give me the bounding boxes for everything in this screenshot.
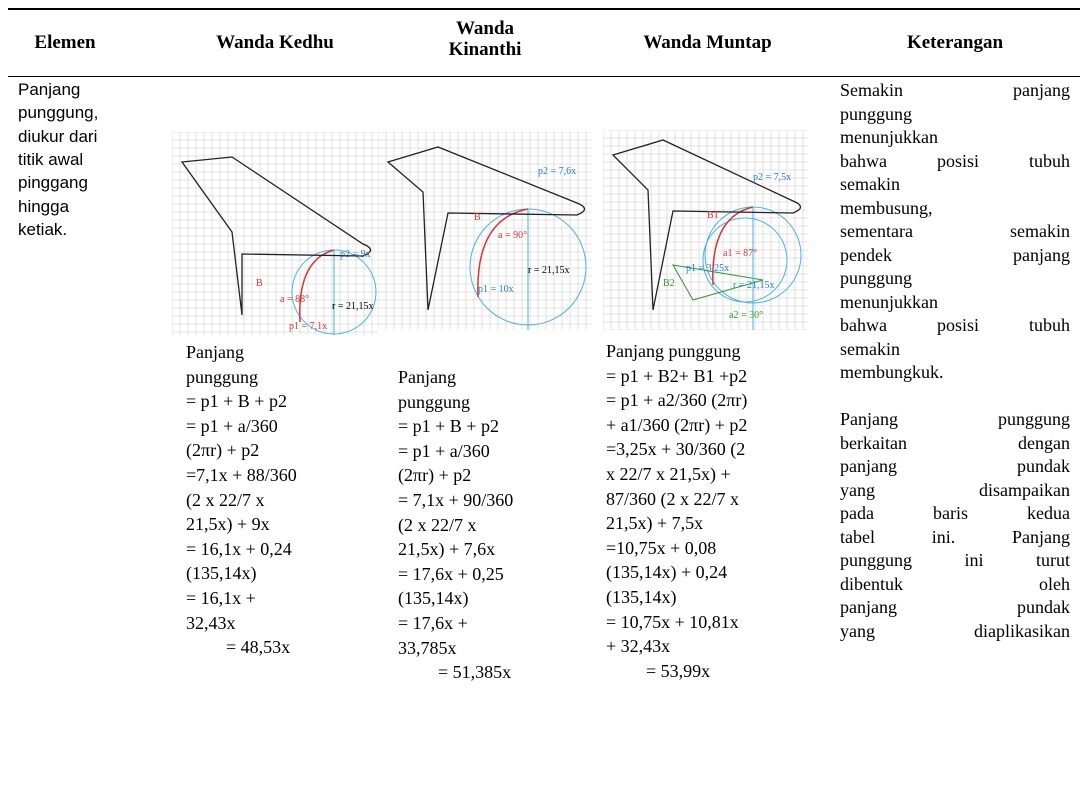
diagram-label: B2 [663, 278, 675, 289]
column-header: Keterangan [835, 32, 1075, 53]
formula-line: = p1 + a/360 [186, 416, 278, 437]
description-line: menunjukkan [840, 127, 1070, 148]
element-text: ketiak. [18, 220, 67, 240]
formula-line: = p1 + B + p2 [398, 416, 499, 437]
description-line: yang diaplikasikan [840, 621, 1070, 642]
diagram-label: r = 21,15x [332, 301, 373, 312]
element-text: hingga [18, 197, 69, 217]
description-line: Panjang punggung [840, 409, 1070, 430]
element-text: pinggang [18, 173, 88, 193]
formula-line: (2 x 22/7 x [398, 515, 477, 536]
formula-line: 33,785x [398, 638, 457, 659]
formula-line: (135,14x) + 0,24 [606, 562, 727, 583]
formula-line: = 10,75x + 10,81x [606, 612, 739, 633]
column-header: Wanda Kedhu [175, 32, 375, 53]
description-line: panjang pundak [840, 597, 1070, 618]
formula-line: = p1 + B2+ B1 +p2 [606, 366, 747, 387]
formula-line: =3,25x + 30/360 (2 [606, 439, 745, 460]
diagram-label: B [474, 212, 481, 223]
diagram-label: r = 21,15x [733, 280, 774, 291]
description-line: punggung ini turut [840, 550, 1070, 571]
diagram-label: a2 = 30° [729, 310, 763, 321]
formula-line: = 16,1x + 0,24 [186, 539, 292, 560]
formula-line: = p1 + a2/360 (2πr) [606, 390, 747, 411]
formula-line: =10,75x + 0,08 [606, 538, 716, 559]
description-line: bahwa posisi tubuh [840, 151, 1070, 172]
formula-line: (135,14x) [398, 588, 469, 609]
description-line: berkaitan dengan [840, 433, 1070, 454]
description-line: punggung [840, 104, 1070, 125]
diagram-label: a1 = 87° [723, 248, 757, 259]
formula-line: = 48,53x [226, 637, 290, 658]
formula-line: Panjang [398, 367, 456, 388]
description-line: membusung, [840, 198, 1070, 219]
diagram-label: r = 21,15x [528, 265, 569, 276]
description-line: dibentuk oleh [840, 574, 1070, 595]
diagram-label: a = 88° [280, 294, 309, 305]
diagram-label: B1 [707, 210, 719, 221]
formula-line: Panjang punggung [606, 341, 741, 362]
formula-line: = p1 + B + p2 [186, 391, 287, 412]
formula-line: = 53,99x [646, 661, 710, 682]
description-line: bahwa posisi tubuh [840, 315, 1070, 336]
page: Elemen Wanda Kedhu Wanda Kinanthi Wanda Mun… [0, 0, 1080, 808]
element-text: titik awal [18, 150, 83, 170]
description-line: pada baris kedua [840, 503, 1070, 524]
formula-line: + a1/360 (2πr) + p2 [606, 415, 747, 436]
diagram-label: p2 = 9x [340, 249, 371, 260]
description-line: semakin [840, 174, 1070, 195]
diagram-label: B [256, 278, 263, 289]
formula-line: x 22/7 x 21,5x) + [606, 464, 731, 485]
formula-line: (2 x 22/7 x [186, 490, 265, 511]
formula-line: = 51,385x [438, 662, 511, 683]
header-rule [8, 76, 1080, 77]
formula-line: punggung [186, 367, 258, 388]
description-line: pendek panjang [840, 245, 1070, 266]
description-line: sementara semakin [840, 221, 1070, 242]
diagram: p2 = 9x Ba = 88° r = 21,15x p1 = 7,1x [172, 132, 378, 335]
formula-line: punggung [398, 392, 470, 413]
description-line: tabel ini. Panjang [840, 527, 1070, 548]
element-text: diukur dari [18, 127, 97, 147]
formula-line: (135,14x) [186, 563, 257, 584]
diagram-label: p1 = 7,1x [289, 321, 327, 332]
formula-line: 21,5x) + 7,5x [606, 513, 703, 534]
formula-line: (2πr) + p2 [186, 440, 259, 461]
formula-line: (2πr) + p2 [398, 465, 471, 486]
diagram: p2 = 7,6x Ba = 90° r = 21,15x p1 = 10x [378, 132, 592, 330]
element-text: punggung, [18, 103, 98, 123]
description-line: panjang pundak [840, 456, 1070, 477]
formula-line: 32,43x [186, 613, 236, 634]
diagram-label: a = 90° [498, 230, 527, 241]
formula-line: (135,14x) [606, 587, 677, 608]
formula-line: + 32,43x [606, 636, 670, 657]
column-header: Elemen [10, 32, 120, 53]
formula-line: 21,5x) + 9x [186, 514, 270, 535]
column-header: Wanda Muntap [595, 32, 820, 53]
formula-line: = 17,6x + 0,25 [398, 564, 504, 585]
diagram-label: p2 = 7,6x [538, 166, 576, 177]
formula-line: = 7,1x + 90/360 [398, 490, 513, 511]
formula-line: =7,1x + 88/360 [186, 465, 297, 486]
diagram: p2 = 7,5x B1 a1 = 87° p1 = 3,25x B2 r = 21,15… [603, 130, 808, 330]
diagram-label: p1 = 10x [478, 284, 514, 295]
formula-line: 87/360 (2 x 22/7 x [606, 489, 739, 510]
column-header: Wanda Kinanthi [430, 18, 540, 60]
formula-line: 21,5x) + 7,6x [398, 539, 495, 560]
formula-line: Panjang [186, 342, 244, 363]
description-line: semakin [840, 339, 1070, 360]
description-line: yang disampaikan [840, 480, 1070, 501]
top-rule [8, 8, 1080, 10]
formula-line: = 17,6x + [398, 613, 468, 634]
diagram-label: p2 = 7,5x [753, 172, 791, 183]
description-line: menunjukkan [840, 292, 1070, 313]
description-line: membungkuk. [840, 362, 1070, 383]
diagram-label: p1 = 3,25x [686, 263, 729, 274]
description-line: Semakin panjang [840, 80, 1070, 101]
element-text: Panjang [18, 80, 80, 100]
description-line: punggung [840, 268, 1070, 289]
formula-line: = 16,1x + [186, 588, 256, 609]
formula-line: = p1 + a/360 [398, 441, 490, 462]
